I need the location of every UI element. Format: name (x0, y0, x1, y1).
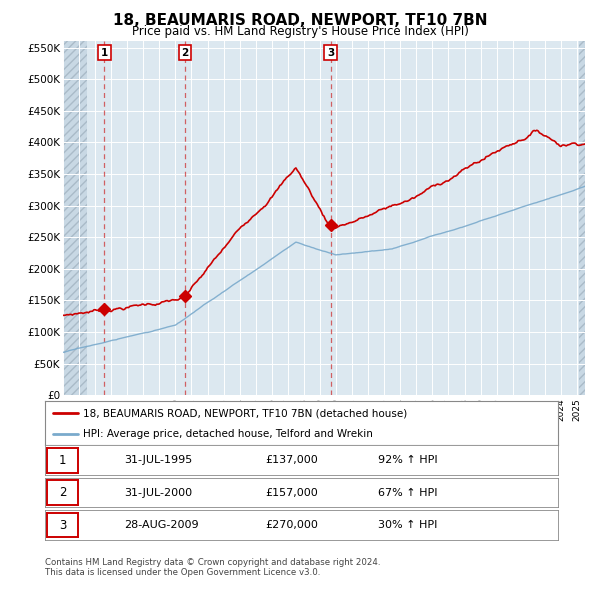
Text: £137,000: £137,000 (266, 455, 319, 465)
Text: 2: 2 (181, 48, 188, 58)
Text: 92% ↑ HPI: 92% ↑ HPI (379, 455, 438, 465)
Text: 31-JUL-1995: 31-JUL-1995 (125, 455, 193, 465)
Bar (578, 41, 587, 395)
Text: 1: 1 (101, 48, 108, 58)
Text: 18, BEAUMARIS ROAD, NEWPORT, TF10 7BN: 18, BEAUMARIS ROAD, NEWPORT, TF10 7BN (113, 13, 487, 28)
Text: 3: 3 (59, 519, 66, 532)
Bar (63, 41, 87, 395)
Text: 2: 2 (59, 486, 66, 499)
Text: Price paid vs. HM Land Registry's House Price Index (HPI): Price paid vs. HM Land Registry's House … (131, 25, 469, 38)
Text: 28-AUG-2009: 28-AUG-2009 (125, 520, 199, 530)
Text: 18, BEAUMARIS ROAD, NEWPORT, TF10 7BN (detached house): 18, BEAUMARIS ROAD, NEWPORT, TF10 7BN (d… (83, 408, 408, 418)
Text: 31-JUL-2000: 31-JUL-2000 (125, 488, 193, 497)
Text: £270,000: £270,000 (266, 520, 319, 530)
Text: 3: 3 (327, 48, 334, 58)
Text: £157,000: £157,000 (266, 488, 319, 497)
Text: 30% ↑ HPI: 30% ↑ HPI (379, 520, 438, 530)
Text: This data is licensed under the Open Government Licence v3.0.: This data is licensed under the Open Gov… (45, 568, 320, 576)
Text: 67% ↑ HPI: 67% ↑ HPI (379, 488, 438, 497)
Text: HPI: Average price, detached house, Telford and Wrekin: HPI: Average price, detached house, Telf… (83, 428, 373, 438)
Text: 1: 1 (59, 454, 66, 467)
Text: Contains HM Land Registry data © Crown copyright and database right 2024.: Contains HM Land Registry data © Crown c… (45, 558, 380, 566)
